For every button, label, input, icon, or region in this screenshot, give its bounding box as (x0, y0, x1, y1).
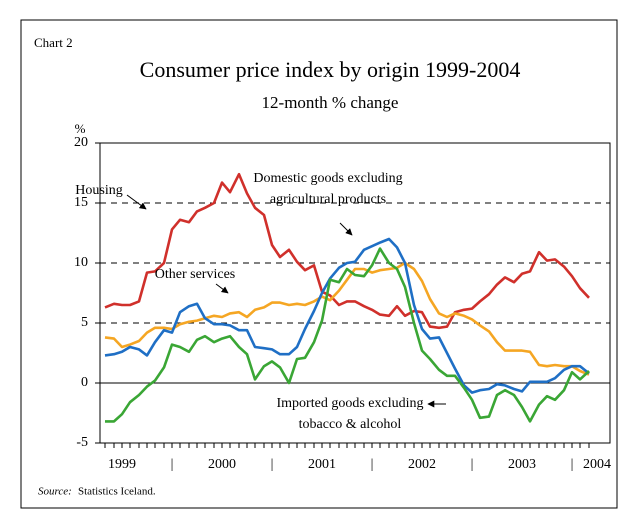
x-tick-label: | (371, 457, 374, 472)
series-line (104, 261, 590, 376)
x-tick-label: 1999 (108, 457, 136, 472)
x-tick-label: 2003 (508, 457, 536, 472)
y-tick-label: 20 (74, 135, 88, 150)
series-label: Other services (154, 267, 236, 282)
y-tick-label: -5 (76, 435, 88, 450)
chart-title: Consumer price index by origin 1999-2004 (140, 57, 521, 82)
y-tick-label: 5 (81, 315, 88, 330)
series-label: Domestic goods excluding agricultural pr… (253, 171, 403, 207)
y-tick-label: 10 (74, 255, 88, 270)
series-line (104, 237, 590, 394)
x-tick-label: | (271, 457, 274, 472)
x-tick-label: 2001 (308, 457, 336, 472)
arrow (215, 283, 229, 294)
x-tick-label: 2000 (208, 457, 236, 472)
arrow (126, 194, 147, 210)
y-tick-label: 0 (81, 375, 88, 390)
x-tick-label: 2004 (583, 457, 611, 472)
chart-subtitle: 12-month % change (262, 93, 399, 112)
outer-frame (20, 19, 618, 509)
series-label: Imported goods excluding tobacco & alcoh… (276, 396, 424, 432)
plot-frame (99, 142, 611, 444)
series-label: Housing (75, 183, 123, 198)
x-tick-label: | (171, 457, 174, 472)
y-axis-label: % (75, 121, 86, 136)
source: Statistics Iceland. (78, 486, 156, 498)
series-line (104, 172, 590, 330)
chart-label: Chart 2 (34, 35, 73, 50)
x-tick-label: | (571, 457, 574, 472)
arrow (339, 222, 353, 236)
y-tick-label: 15 (74, 195, 88, 210)
x-tick-label: | (471, 457, 474, 472)
x-tick-label: 2002 (408, 457, 436, 472)
source-label: Source: (38, 486, 72, 498)
series-line (105, 247, 590, 423)
